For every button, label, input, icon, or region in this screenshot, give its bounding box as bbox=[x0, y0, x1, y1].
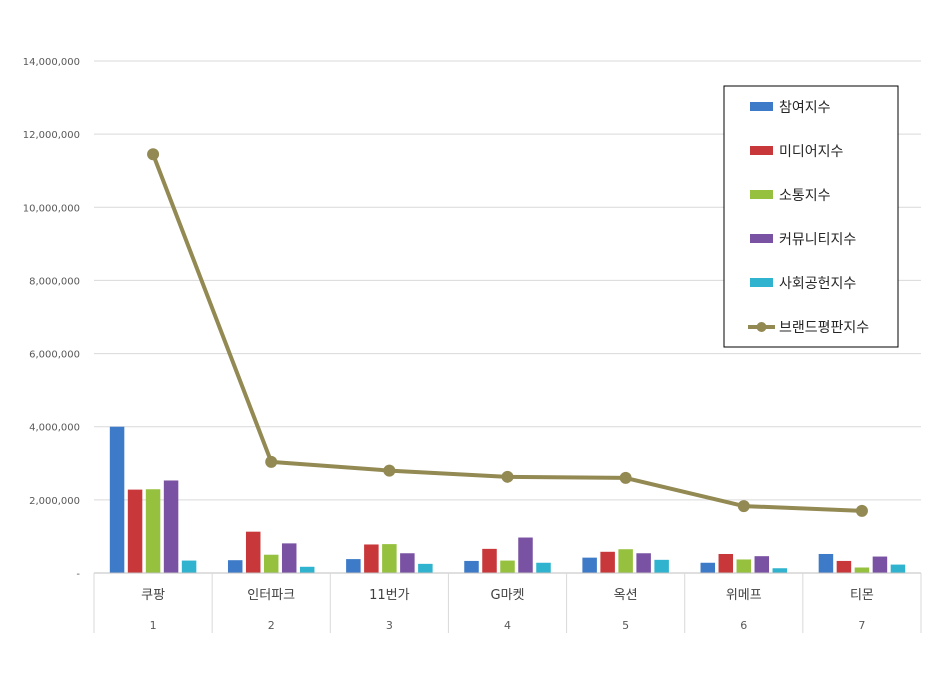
bar-1-1 bbox=[109, 426, 125, 573]
bar-4-1 bbox=[163, 480, 179, 573]
legend-label-5: 사회공헌지수 bbox=[779, 276, 856, 292]
bar-1-3 bbox=[346, 559, 361, 573]
bar-2-2 bbox=[245, 531, 261, 573]
bar-3-1 bbox=[145, 489, 161, 573]
bar-2-4 bbox=[482, 548, 497, 573]
y-tick-label: - bbox=[76, 569, 80, 580]
y-tick-label: 12,000,000 bbox=[23, 130, 80, 141]
bar-4-3 bbox=[400, 553, 415, 573]
legend-swatch-3 bbox=[750, 190, 773, 199]
bar-2-7 bbox=[836, 560, 852, 573]
legend-swatch-marker bbox=[756, 322, 767, 332]
legend-swatch-2 bbox=[750, 146, 773, 155]
legend-label-4: 커뮤니티지수 bbox=[779, 232, 856, 248]
bar-4-5 bbox=[636, 553, 651, 573]
legend-label-6: 브랜드평판지수 bbox=[779, 320, 869, 336]
bar-4-4 bbox=[518, 537, 533, 573]
line-point-2 bbox=[265, 455, 278, 468]
bar-2-5 bbox=[600, 551, 615, 573]
bar-4-6 bbox=[754, 556, 770, 573]
x-category-label: 위메프 bbox=[726, 588, 762, 603]
line-point-6 bbox=[737, 500, 750, 513]
line-point-4 bbox=[501, 470, 514, 483]
x-category-index: 4 bbox=[504, 619, 511, 632]
x-category-index: 5 bbox=[622, 619, 629, 632]
line-point-1 bbox=[147, 148, 160, 161]
line-series bbox=[147, 148, 868, 517]
bar-5-7 bbox=[890, 564, 906, 573]
bar-5-4 bbox=[536, 562, 551, 573]
x-category-index: 6 bbox=[740, 619, 747, 632]
x-axis: 쿠팡 1 인터파크 2 11번가 3 G마켓 4 옥션 5 위메프 6 티몬 7 bbox=[93, 572, 922, 633]
bar-1-5 bbox=[582, 557, 597, 573]
bar-4-7 bbox=[872, 556, 888, 573]
legend-swatch-5 bbox=[750, 278, 773, 287]
legend-swatch-4 bbox=[750, 234, 773, 243]
bar-2-3 bbox=[364, 544, 379, 573]
line-point-7 bbox=[855, 504, 868, 517]
bar-1-2 bbox=[227, 560, 243, 573]
bar-2-1 bbox=[127, 489, 143, 573]
bar-3-5 bbox=[618, 549, 633, 573]
y-tick-label: 4,000,000 bbox=[29, 423, 80, 434]
x-category-label: 인터파크 bbox=[247, 588, 295, 603]
line-point-5 bbox=[619, 471, 632, 484]
x-category-label: 옥션 bbox=[614, 588, 638, 603]
x-category-index: 1 bbox=[150, 619, 157, 632]
x-category-index: 2 bbox=[268, 619, 275, 632]
x-category-index: 7 bbox=[858, 619, 865, 632]
legend-label-3: 소통지수 bbox=[779, 188, 831, 204]
y-tick-label: 14,000,000 bbox=[23, 57, 80, 68]
bar-5-3 bbox=[418, 563, 433, 573]
bar-3-3 bbox=[382, 544, 397, 573]
legend-swatch-1 bbox=[750, 102, 773, 111]
bar-5-2 bbox=[299, 566, 315, 573]
bar-1-4 bbox=[464, 560, 479, 573]
bar-4-2 bbox=[281, 543, 297, 573]
legend-label-2: 미디어지수 bbox=[779, 144, 844, 160]
bar-3-2 bbox=[263, 554, 279, 573]
x-category-label: 쿠팡 bbox=[141, 588, 165, 603]
y-axis: - 2,000,000 4,000,000 6,000,000 8,000,000 10,… bbox=[23, 57, 81, 580]
y-tick-label: 2,000,000 bbox=[29, 496, 80, 507]
bar-2-6 bbox=[718, 553, 734, 573]
y-tick-label: 6,000,000 bbox=[29, 350, 80, 361]
bar-3-7 bbox=[854, 567, 870, 573]
x-category-label: G마켓 bbox=[491, 588, 525, 603]
bar-5-5 bbox=[654, 559, 669, 573]
y-tick-label: 10,000,000 bbox=[23, 203, 80, 214]
bar-1-7 bbox=[818, 553, 834, 573]
x-category-label: 11번가 bbox=[369, 588, 410, 603]
bar-3-4 bbox=[500, 560, 515, 573]
gridlines bbox=[94, 60, 921, 501]
line-point-3 bbox=[383, 464, 396, 477]
bar-series bbox=[109, 426, 906, 573]
legend-box bbox=[723, 85, 899, 348]
bar-3-6 bbox=[736, 559, 752, 573]
y-tick-label: 8,000,000 bbox=[29, 276, 80, 287]
legend-label-1: 참여지수 bbox=[779, 100, 831, 116]
bar-5-1 bbox=[181, 560, 197, 573]
bar-1-6 bbox=[700, 562, 716, 573]
x-category-index: 3 bbox=[386, 619, 393, 632]
x-category-label: 티몬 bbox=[850, 588, 874, 603]
bar-5-6 bbox=[772, 568, 788, 573]
